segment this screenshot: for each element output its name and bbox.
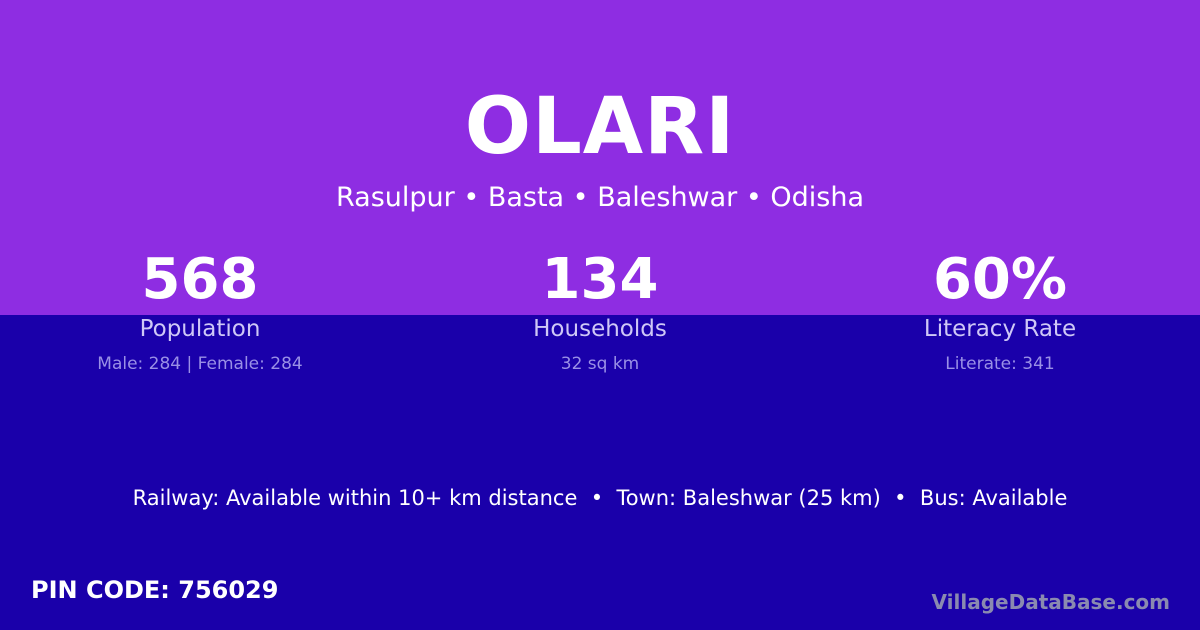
stat-households: 134 Households 32 sq km [400, 247, 800, 375]
stat-label: Households [533, 316, 667, 342]
stat-population: 568 Population Male: 284 | Female: 284 [0, 247, 400, 375]
stat-label: Literacy Rate [923, 316, 1077, 342]
header-band [0, 0, 1200, 315]
stat-detail: Literate: 341 [945, 354, 1055, 374]
stat-label: Population [139, 316, 261, 342]
stat-value: 134 [541, 247, 659, 312]
stat-detail: Male: 284 | Female: 284 [97, 354, 303, 374]
location-breadcrumb: Rasulpur • Basta • Baleshwar • Odisha [336, 182, 864, 213]
brand-logo: VillageDataBase.com [931, 590, 1170, 614]
stat-literacy: 60% Literacy Rate Literate: 341 [800, 247, 1200, 375]
stat-detail: 32 sq km [560, 354, 640, 374]
connectivity-info: Railway: Available within 10+ km distanc… [132, 486, 1068, 510]
village-name: OLARI [464, 82, 736, 172]
stat-value: 60% [932, 247, 1068, 312]
stat-value: 568 [141, 247, 259, 312]
pin-code: PIN CODE: 756029 [31, 576, 279, 604]
